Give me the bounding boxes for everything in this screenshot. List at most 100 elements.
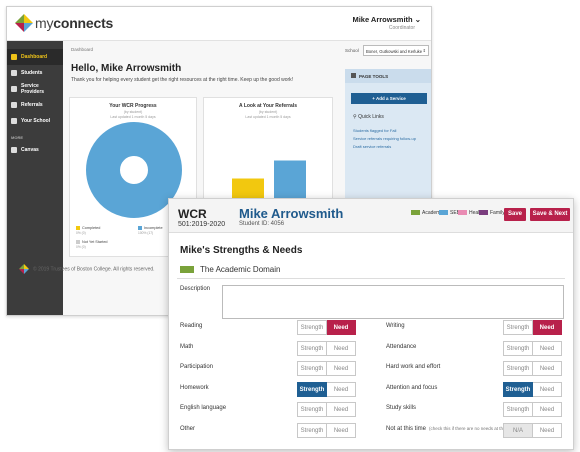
need-button[interactable]: Need bbox=[533, 381, 562, 397]
description-input[interactable] bbox=[222, 285, 564, 319]
add-service-button[interactable]: + Add a Service bbox=[351, 93, 427, 104]
na-button[interactable]: N/A bbox=[503, 422, 533, 438]
divider bbox=[177, 278, 565, 279]
save-next-button[interactable]: Save & Next bbox=[530, 208, 570, 221]
strength-button[interactable]: Strength bbox=[503, 340, 533, 356]
strength-button[interactable]: Strength bbox=[297, 320, 327, 335]
canvas-icon bbox=[11, 147, 17, 153]
user-menu[interactable]: Mike Arrowsmith ⌄ bbox=[352, 15, 421, 24]
card-updated: Last updated 1 month 5 days bbox=[110, 115, 156, 119]
logo-icon bbox=[15, 14, 33, 32]
user-role: Coordinator bbox=[388, 25, 415, 31]
quick-links-title: ⚲ Quick Links bbox=[353, 114, 384, 120]
strength-need-toggle: Strength Need bbox=[503, 320, 562, 335]
strength-button[interactable]: Strength bbox=[503, 320, 533, 335]
strength-button[interactable]: Strength bbox=[297, 381, 327, 397]
need-button[interactable]: Need bbox=[533, 422, 562, 438]
strength-need-toggle: Strength Need bbox=[297, 340, 356, 356]
student-id: Student ID: 4056 bbox=[239, 221, 285, 227]
top-bar: myconnects Mike Arrowsmith ⌄ Coordinator bbox=[7, 7, 431, 41]
referrals-icon bbox=[11, 102, 17, 108]
sidebar-item-canvas[interactable]: Canvas bbox=[7, 142, 63, 158]
need-button[interactable]: Need bbox=[533, 320, 562, 335]
wcr-modal: WCR 501:2019-2020 Mike Arrowsmith Studen… bbox=[168, 198, 574, 450]
page-tools-header: PAGE TOOLS bbox=[345, 69, 431, 83]
plus-icon: + bbox=[372, 96, 376, 101]
sidebar-section-more: MORE bbox=[11, 135, 23, 140]
criterion-label: Homework bbox=[180, 384, 209, 391]
sidebar-item-service-providers[interactable]: Service Providers bbox=[7, 81, 63, 97]
strength-need-toggle: Strength Need bbox=[297, 361, 356, 376]
need-button[interactable]: Need bbox=[533, 402, 562, 417]
strength-button[interactable]: Strength bbox=[503, 381, 533, 397]
sidebar-item-dashboard[interactable]: Dashboard bbox=[7, 49, 63, 65]
card-subtitle: (by student) bbox=[258, 110, 278, 114]
page-title: Hello, Mike Arrowsmith bbox=[71, 63, 182, 74]
need-button[interactable]: Need bbox=[327, 422, 356, 438]
student-name: Mike Arrowsmith bbox=[239, 206, 344, 221]
strength-need-toggle: Strength Need bbox=[503, 381, 562, 397]
dashboard-icon bbox=[11, 54, 17, 60]
modal-header: WCR 501:2019-2020 Mike Arrowsmith Studen… bbox=[169, 199, 573, 233]
need-button[interactable]: Need bbox=[327, 402, 356, 417]
need-button[interactable]: Need bbox=[327, 381, 356, 397]
breadcrumb: Dashboard bbox=[71, 47, 94, 52]
save-button[interactable]: Save bbox=[504, 208, 526, 221]
quick-link[interactable]: Students flagged for Fall bbox=[353, 128, 397, 133]
criterion-label: Hard work and effort bbox=[386, 364, 441, 370]
wcr-progress-card: Your WCR Progress (by student) Last upda… bbox=[69, 97, 197, 257]
school-label: School bbox=[345, 48, 359, 53]
sidebar-item-your-school[interactable]: Your School bbox=[7, 113, 63, 129]
criterion-label: Writing bbox=[386, 323, 405, 329]
criterion-label: Attendance bbox=[386, 343, 417, 350]
strength-button[interactable]: Strength bbox=[297, 402, 327, 417]
school-icon bbox=[11, 118, 17, 124]
criterion-label: Study skills bbox=[386, 405, 417, 411]
card-updated: Last updated 1 month 5 days bbox=[245, 115, 291, 119]
page-tools-panel: PAGE TOOLS + Add a Service ⚲ Quick Links… bbox=[345, 69, 431, 219]
quick-link[interactable]: Service referrals requiring follow-up bbox=[353, 136, 416, 141]
strength-button[interactable]: Strength bbox=[297, 340, 327, 356]
card-title: A Look at Your Referrals bbox=[239, 103, 297, 109]
strength-button[interactable]: Strength bbox=[503, 361, 533, 376]
school-year: 501:2019-2020 bbox=[178, 221, 226, 228]
students-icon bbox=[11, 70, 17, 76]
need-button[interactable]: Need bbox=[533, 340, 562, 356]
page-subtitle: Thank you for helping every student get … bbox=[71, 77, 294, 83]
domain-health-tab[interactable]: Health bbox=[458, 210, 483, 216]
strength-button[interactable]: Strength bbox=[297, 422, 327, 438]
need-button[interactable]: Need bbox=[533, 361, 562, 376]
domain-family-tab[interactable]: Family bbox=[479, 210, 505, 216]
sidebar-item-students[interactable]: Students bbox=[7, 65, 63, 81]
section-heading: Mike's Strengths & Needs bbox=[180, 245, 303, 256]
need-button[interactable]: Need bbox=[327, 340, 356, 356]
brand-name: myconnects bbox=[35, 15, 114, 31]
criterion-label: Attention and focus bbox=[386, 384, 438, 391]
criterion-label: English language bbox=[180, 405, 227, 411]
link-icon: ⚲ bbox=[353, 114, 359, 120]
modal-title: WCR bbox=[178, 207, 207, 221]
domain-academic-tab[interactable]: Academic bbox=[411, 210, 444, 216]
need-button[interactable]: Need bbox=[327, 320, 356, 335]
strength-button[interactable]: Strength bbox=[503, 402, 533, 417]
need-button[interactable]: Need bbox=[327, 361, 356, 376]
description-label: Description bbox=[180, 286, 211, 292]
sidebar: Dashboard Students Service Providers Ref… bbox=[7, 41, 63, 315]
strength-need-toggle: Strength Need bbox=[297, 320, 356, 335]
footer: © 2019 Trustees of Boston College. All r… bbox=[19, 264, 155, 274]
strength-need-toggle: Strength Need bbox=[297, 402, 356, 417]
quick-link[interactable]: Draft service referrals bbox=[353, 144, 392, 149]
criterion-label: Reading bbox=[180, 323, 203, 329]
chevron-updown-icon: ⇕ bbox=[422, 48, 426, 53]
strength-need-toggle: Strength Need bbox=[503, 361, 562, 376]
criterion-label: Not at this time (check this if there are… bbox=[386, 426, 529, 432]
strength-button[interactable]: Strength bbox=[297, 361, 327, 376]
strength-need-toggle: Strength Need bbox=[297, 381, 356, 397]
card-title: Your WCR Progress bbox=[109, 103, 157, 109]
criterion-label: Other bbox=[180, 425, 196, 432]
sidebar-item-referrals[interactable]: Referrals bbox=[7, 97, 63, 113]
location-icon bbox=[11, 86, 17, 92]
domain-seb-tab[interactable]: SEB bbox=[439, 210, 460, 216]
strength-need-toggle: N/A Need bbox=[503, 422, 562, 438]
school-select[interactable]: Boner, Gutkowski and Kerluke ⇕ bbox=[363, 45, 429, 56]
